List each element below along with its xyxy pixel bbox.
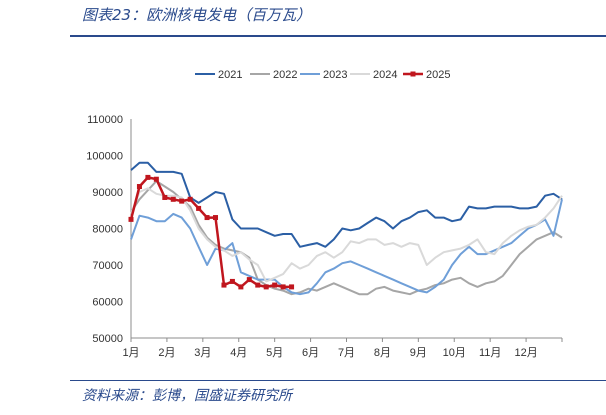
y-tick-label: 110000 <box>87 114 123 126</box>
y-tick-label: 60000 <box>92 297 123 309</box>
x-tick-label: 12月 <box>514 347 537 359</box>
chart-axes: 50000 60000 70000 80000 90000 100000 110000 1月 2… <box>86 114 563 359</box>
legend-item-2023: 2023 <box>300 69 347 81</box>
data-point-2025 <box>204 215 210 221</box>
legend-item-2022: 2022 <box>250 69 297 81</box>
data-point-2025 <box>246 277 252 283</box>
x-tick-label: 11月 <box>479 347 501 359</box>
figure-title: 图表23：欧洲核电发电（百万瓦） <box>82 6 312 24</box>
x-tick-label: 1月 <box>122 347 139 359</box>
legend-item-2021: 2021 <box>195 69 242 81</box>
data-point-2025 <box>221 282 227 288</box>
legend-label: 2022 <box>273 69 297 81</box>
data-point-2025 <box>170 196 176 202</box>
data-point-2025 <box>213 215 219 221</box>
data-point-2025 <box>153 176 159 182</box>
legend-label: 2021 <box>218 69 242 81</box>
legend-item-2025: 2025 <box>403 69 450 81</box>
x-tick-label: 10月 <box>443 347 466 359</box>
data-point-2025 <box>280 284 286 290</box>
legend-marker <box>410 71 416 77</box>
x-tick-label: 3月 <box>194 347 211 359</box>
legend-label: 2024 <box>373 69 397 81</box>
x-tick-label: 9月 <box>410 347 427 359</box>
y-tick-label: 90000 <box>92 187 123 199</box>
data-point-2025 <box>255 282 261 288</box>
x-tick-label: 8月 <box>374 347 391 359</box>
series-line-2022 <box>130 180 563 296</box>
x-tick-label: 5月 <box>266 347 283 359</box>
data-point-2025 <box>229 278 235 284</box>
x-tick-label: 6月 <box>302 347 319 359</box>
source-note: 资料来源：彭博，国盛证券研究所 <box>82 388 292 404</box>
chart-plot-area <box>128 161 563 296</box>
legend-label: 2025 <box>426 69 450 81</box>
data-point-2025 <box>128 216 134 222</box>
data-point-2025 <box>238 284 244 290</box>
data-point-2025 <box>263 284 269 290</box>
legend-item-2024: 2024 <box>350 69 397 81</box>
series-line-2021 <box>130 161 563 248</box>
y-tick-label: 50000 <box>92 333 123 345</box>
data-point-2025 <box>187 196 193 202</box>
y-tick-label: 100000 <box>86 151 123 163</box>
data-point-2025 <box>272 282 278 288</box>
data-point-2025 <box>196 205 202 211</box>
data-point-2025 <box>136 184 142 190</box>
data-point-2025 <box>145 174 151 180</box>
x-tick-label: 2月 <box>158 347 175 359</box>
data-point-2025 <box>162 194 168 200</box>
title-rule <box>70 35 606 37</box>
series-line-2024 <box>130 187 563 283</box>
legend-label: 2023 <box>323 69 347 81</box>
x-tick-label: 4月 <box>230 347 247 359</box>
data-point-2025 <box>179 198 185 204</box>
data-point-2025 <box>289 284 295 290</box>
y-tick-label: 80000 <box>92 224 123 236</box>
x-tick-label: 7月 <box>338 347 355 359</box>
y-tick-label: 70000 <box>92 260 123 272</box>
chart-legend: 2021 2022 2023 2024 2025 <box>195 69 450 81</box>
nuclear-generation-chart: 2021 2022 2023 2024 2025 50000 60000 70000 8000… <box>86 69 563 359</box>
source-rule <box>70 380 606 381</box>
